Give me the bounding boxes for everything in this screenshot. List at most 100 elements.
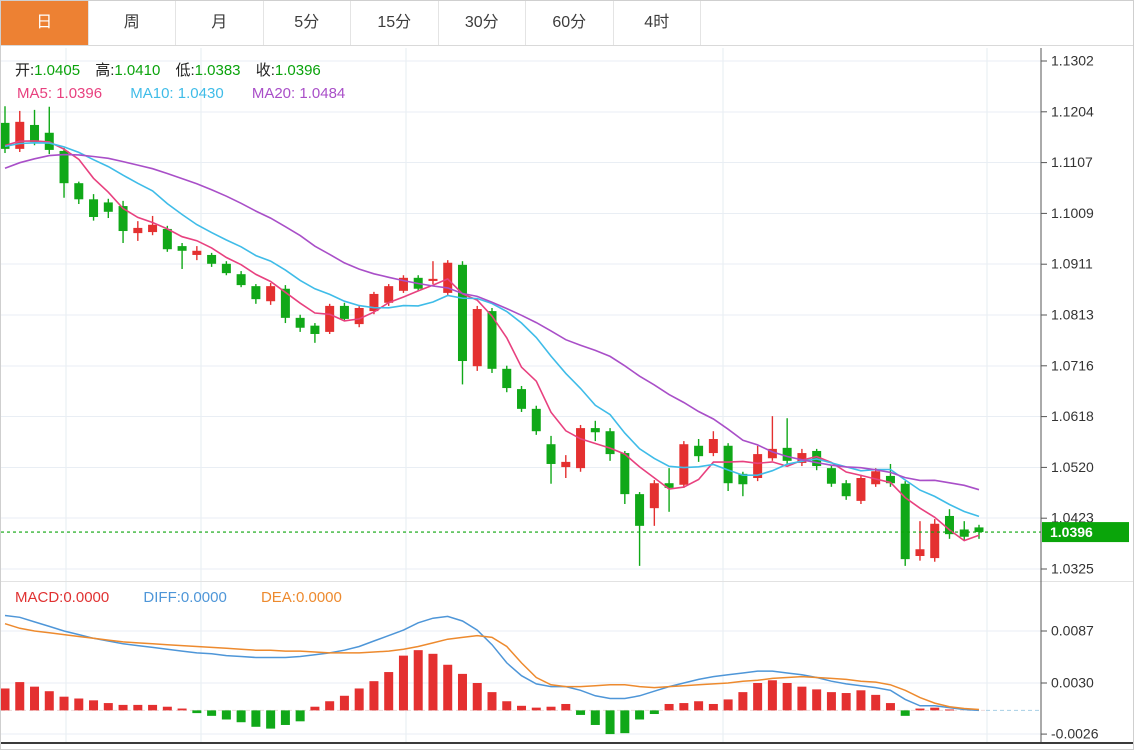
candle-body <box>767 448 777 459</box>
candle-body <box>339 305 349 319</box>
macd-tick-label: 0.0087 <box>1051 623 1094 639</box>
macd-bar <box>162 706 172 711</box>
macd-bar <box>782 683 792 711</box>
candle-body <box>1 122 10 149</box>
candle-body <box>944 515 954 535</box>
ma5-line <box>4 140 980 542</box>
candle-body <box>30 124 40 143</box>
candle-body <box>221 263 231 274</box>
candle-body <box>708 439 718 454</box>
macd-bar <box>664 703 674 711</box>
candle-body <box>266 286 276 302</box>
macd-legend: MACD:0.0000 DIFF:0.0000 DEA:0.0000 <box>15 589 353 606</box>
macd-bar <box>915 708 925 711</box>
candle-body <box>472 309 482 367</box>
candle-body <box>310 325 320 334</box>
candle-body <box>369 293 379 312</box>
candle-body <box>635 494 645 526</box>
ma10-line <box>4 141 980 518</box>
tab-60min[interactable]: 60分 <box>526 1 614 45</box>
low-readout: 低:1.0383 <box>175 62 241 79</box>
macd-readout: MACD:0.0000 <box>15 589 110 606</box>
dea-line <box>4 622 980 711</box>
tab-15min[interactable]: 15分 <box>351 1 439 45</box>
candle-body <box>89 199 99 217</box>
macd-bar <box>457 673 467 711</box>
candle-body <box>487 311 497 369</box>
macd-bar <box>812 689 822 711</box>
current-price-badge-label: 1.0396 <box>1050 524 1093 540</box>
tab-month[interactable]: 月 <box>176 1 264 45</box>
macd-bar <box>133 704 143 711</box>
macd-bar <box>59 696 69 711</box>
tab-week[interactable]: 周 <box>88 1 176 45</box>
macd-bar <box>118 704 128 711</box>
candle-body <box>103 202 113 212</box>
macd-bar <box>207 710 217 716</box>
ma20-line <box>4 153 980 491</box>
candle-body <box>251 286 261 300</box>
macd-bar <box>708 703 718 711</box>
current-price-badge <box>1042 522 1129 543</box>
candle-body <box>576 428 586 469</box>
macd-bar <box>635 710 645 720</box>
candle-body <box>930 523 940 559</box>
candle-body <box>664 483 674 488</box>
macd-bar <box>590 710 600 725</box>
macd-bar <box>339 695 349 711</box>
candle-body <box>384 286 394 303</box>
tab-30min[interactable]: 30分 <box>438 1 526 45</box>
candle-body <box>605 431 615 455</box>
candle-body <box>841 483 851 497</box>
macd-bar <box>531 707 541 711</box>
ma20-readout: MA20: 1.0484 <box>251 85 346 102</box>
tab-day[interactable]: 日 <box>1 1 89 45</box>
candle-body <box>443 262 453 293</box>
macd-bar <box>428 653 438 711</box>
candle-body <box>133 227 143 234</box>
candle-body <box>118 206 128 232</box>
candle-body <box>679 444 689 485</box>
macd-bar <box>517 705 527 711</box>
tab-4hour[interactable]: 4时 <box>613 1 701 45</box>
candle-body <box>959 529 969 537</box>
macd-bar <box>266 710 276 729</box>
macd-bar <box>930 707 940 711</box>
candle-body <box>871 471 881 485</box>
close-readout: 收:1.0396 <box>255 62 321 79</box>
macd-bar <box>369 681 379 711</box>
macd-bar <box>148 704 158 711</box>
open-readout: 开:1.0405 <box>15 62 81 79</box>
dea-readout: DEA:0.0000 <box>260 589 342 606</box>
macd-bar <box>89 700 99 711</box>
macd-bar <box>944 709 954 711</box>
price-tick-label: 1.0618 <box>1051 408 1094 424</box>
macd-bar <box>502 701 512 711</box>
macd-bar <box>236 710 246 723</box>
candle-body <box>753 454 763 479</box>
macd-bar <box>177 708 187 711</box>
macd-bar <box>738 692 748 711</box>
price-tick-label: 1.1302 <box>1051 53 1094 69</box>
candle-body <box>694 445 704 457</box>
candle-body <box>900 483 910 560</box>
macd-bar <box>620 710 630 734</box>
macd-bar <box>310 706 320 711</box>
price-tick-label: 1.1107 <box>1051 154 1093 170</box>
candle-body <box>826 468 836 484</box>
tab-5min[interactable]: 5分 <box>263 1 351 45</box>
candle-body <box>295 317 305 328</box>
ma5-readout: MA5: 1.0396 <box>17 85 103 102</box>
macd-bar <box>885 703 895 711</box>
macd-bar <box>280 710 290 725</box>
macd-bar <box>44 691 54 711</box>
macd-bar <box>546 706 556 711</box>
ma-legend: MA5: 1.0396 MA10: 1.0430 MA20: 1.0484 <box>17 85 369 102</box>
price-tick-label: 1.1009 <box>1051 205 1094 221</box>
candle-body <box>649 483 659 509</box>
candle-body <box>561 461 571 468</box>
candle-body <box>74 183 84 200</box>
candle-body <box>723 445 733 484</box>
candle-body <box>620 453 630 495</box>
